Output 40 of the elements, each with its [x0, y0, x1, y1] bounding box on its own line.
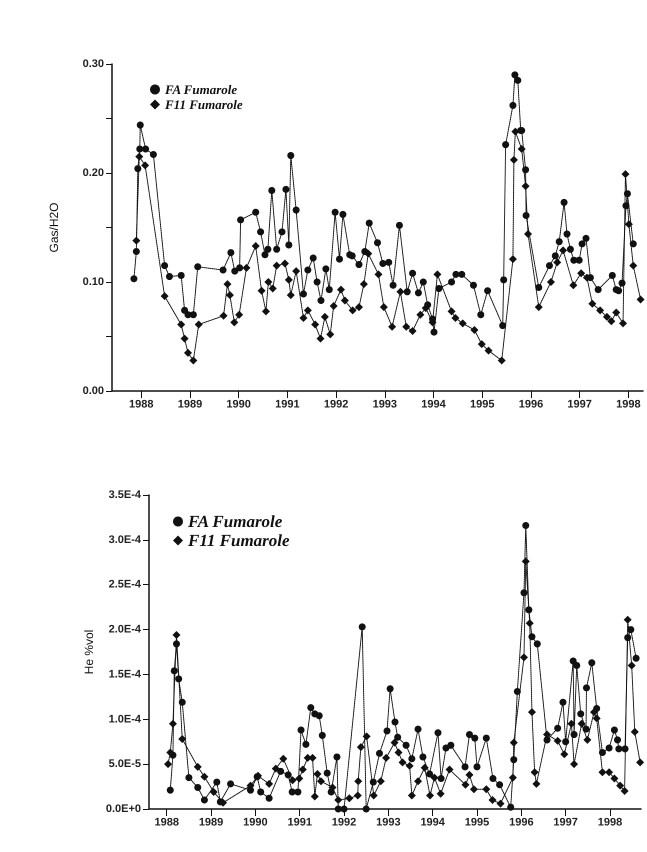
y-tick-label: 3.5E-4: [108, 489, 142, 501]
x-tick-label: 1990: [243, 816, 268, 828]
x-tick-label: 1997: [567, 398, 592, 410]
x-tick-label: 1995: [470, 398, 494, 410]
y-tick-label: 0.10: [82, 276, 104, 288]
legend-label: F11 Fumarole: [187, 531, 290, 550]
legend-label: FA Fumarole: [164, 82, 238, 97]
x-tick-label: 1990: [226, 398, 251, 410]
y-axis-title: Gas/H2O: [47, 202, 61, 253]
x-tick-label: 1988: [128, 398, 154, 410]
legend-label: FA Fumarole: [187, 512, 283, 531]
y-tick-label: 2.0E-4: [108, 624, 142, 636]
y-tick-label: 0.00: [82, 385, 104, 397]
y-tick-label: 3.0E-4: [108, 534, 142, 546]
x-tick-label: 1991: [287, 816, 312, 828]
legend-label: F11 Fumarole: [164, 97, 243, 112]
y-tick-label: 0.30: [82, 58, 104, 70]
x-tick-label: 1994: [420, 816, 446, 828]
y-tick-label: 1.0E-4: [108, 713, 142, 726]
y-axis-title: He %vol: [82, 630, 96, 674]
x-tick-label: 1993: [376, 816, 401, 828]
x-tick-label: 1996: [509, 816, 534, 828]
x-tick-label: 1997: [553, 816, 578, 828]
y-tick-label: 2.5E-4: [108, 578, 142, 591]
x-tick-label: 1994: [421, 398, 447, 410]
y-tick-label: 0.20: [82, 167, 104, 179]
x-tick-label: 1989: [198, 816, 224, 828]
y-tick-label: 0.0E+0: [106, 803, 141, 815]
x-tick-label: 1998: [598, 816, 622, 828]
x-tick-label: 1998: [616, 398, 641, 410]
x-tick-label: 1996: [518, 398, 544, 410]
x-tick-label: 1988: [154, 816, 179, 828]
y-tick-label: 1.5E-4: [108, 668, 142, 680]
x-tick-label: 1989: [178, 398, 202, 410]
x-tick-label: 1993: [372, 398, 398, 410]
y-tick-label: 5.0E-5: [108, 758, 141, 770]
x-tick-label: 1992: [324, 398, 348, 410]
x-tick-label: 1995: [464, 816, 490, 828]
x-tick-label: 1991: [275, 398, 300, 410]
x-tick-label: 1992: [332, 816, 356, 828]
